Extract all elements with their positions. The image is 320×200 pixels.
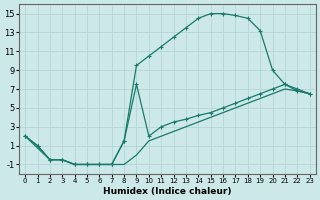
X-axis label: Humidex (Indice chaleur): Humidex (Indice chaleur) bbox=[103, 187, 232, 196]
